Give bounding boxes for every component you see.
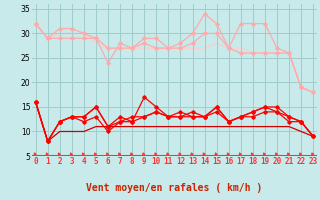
X-axis label: Vent moyen/en rafales ( km/h ): Vent moyen/en rafales ( km/h ) <box>86 183 262 193</box>
